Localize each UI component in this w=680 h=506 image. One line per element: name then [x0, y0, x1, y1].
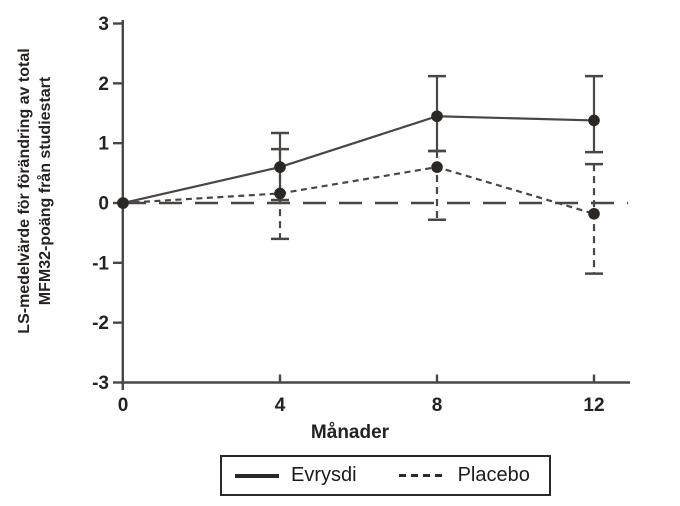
y-tick-label: -2: [92, 313, 109, 334]
y-axis-label-line1: LS-medelvärde för förändring av total: [16, 48, 33, 334]
data-point-marker-evrysdi: [274, 161, 286, 173]
series-line-placebo: [122, 165, 595, 215]
y-tick-label: 0: [98, 194, 109, 215]
y-tick-label: -3: [92, 373, 109, 394]
legend-label-evrysdi: Evrysdi: [291, 464, 357, 486]
y-tick-label: 2: [98, 74, 109, 95]
y-tick-label: 1: [98, 134, 109, 155]
placebo-line-swatch: [398, 474, 446, 477]
x-tick-label: 0: [118, 395, 129, 416]
data-point-marker-evrysdi: [431, 110, 443, 123]
legend-label-placebo: Placebo: [457, 464, 530, 486]
legend: Evrysdi Placebo: [220, 455, 551, 496]
data-point-marker-placebo: [431, 161, 443, 173]
evrysdi-line-swatch: [235, 473, 279, 478]
data-point-marker-placebo: [274, 187, 286, 200]
y-tick-label: 3: [98, 14, 109, 35]
x-tick-label: 4: [275, 395, 286, 416]
x-axis-label: Månader: [310, 422, 390, 443]
x-tick-label: 8: [432, 395, 443, 416]
data-point-marker-evrysdi: [588, 114, 600, 127]
y-axis-label: LS-medelvärde för förändring av total MF…: [14, 18, 58, 364]
y-axis-label-line2: MFM32-poäng från studiestart: [37, 76, 54, 306]
x-tick-label: 12: [583, 395, 604, 416]
series-line-evrysdi: [122, 115, 595, 205]
y-tick-label: -1: [92, 253, 109, 274]
data-point-marker-placebo: [117, 197, 129, 209]
data-point-marker-placebo: [588, 207, 600, 220]
